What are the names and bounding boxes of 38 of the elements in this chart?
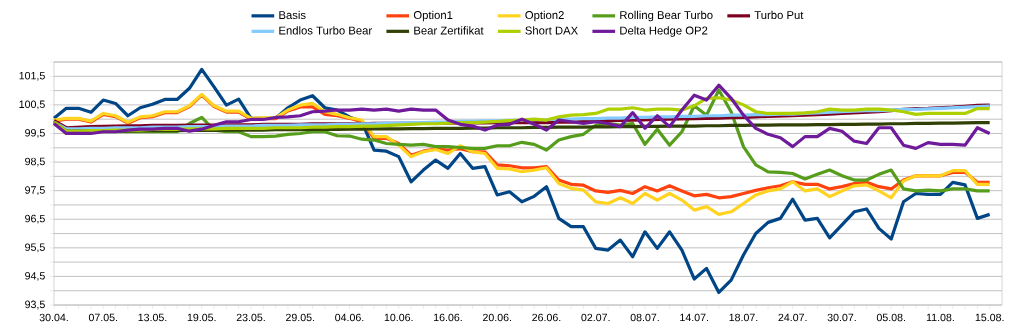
- x-tick-label: 30.07.: [827, 313, 856, 322]
- y-tick-label: 100,5: [19, 100, 45, 110]
- legend-label: Basis: [279, 10, 306, 20]
- legend-label: Turbo Put: [754, 10, 804, 20]
- x-tick-label: 24.07.: [778, 313, 807, 322]
- x-tick-label: 29.05.: [286, 313, 315, 322]
- x-tick-label: 07.05.: [88, 313, 118, 322]
- x-tick-label: 05.08.: [876, 313, 905, 322]
- legend-label: Rolling Bear Turbo: [620, 10, 713, 22]
- legend-label: Bear Zertifikat: [414, 26, 484, 35]
- x-tick-label: 10.06.: [384, 313, 413, 322]
- x-tick-label: 13.05.: [138, 313, 167, 322]
- y-tick-label: 97,5: [25, 186, 45, 196]
- x-tick-label: 19.05.: [187, 313, 216, 322]
- y-tick-label: 96,5: [25, 214, 45, 224]
- y-tick-label: 101,5: [19, 71, 45, 81]
- y-tick-label: 99,5: [25, 129, 45, 138]
- x-tick-label: 04.06.: [335, 313, 364, 322]
- x-tick-label: 20.06.: [482, 313, 512, 322]
- legend-label: Delta Hedge OP2: [620, 26, 708, 37]
- x-tick-label: 16.06.: [434, 313, 462, 322]
- x-tick-label: 26.06.: [532, 313, 561, 322]
- y-tick-label: 98,5: [25, 157, 45, 167]
- legend-label: Option2: [525, 10, 564, 22]
- x-tick-label: 08.07.: [630, 313, 659, 322]
- x-tick-label: 23.05.: [236, 313, 265, 322]
- x-tick-label: 30.04.: [39, 313, 68, 322]
- x-tick-label: 11.08.: [926, 313, 954, 322]
- y-tick-label: 95,5: [25, 243, 45, 253]
- x-tick-label: 14.07.: [680, 313, 709, 322]
- y-tick-label: 94,5: [25, 272, 45, 281]
- legend-label: Endlos Turbo Bear: [279, 26, 372, 35]
- x-tick-label: 18.07.: [729, 313, 758, 322]
- legend-label: Short DAX: [525, 26, 578, 35]
- y-tick-label: 93,5: [25, 300, 45, 310]
- x-tick-label: 02.07.: [581, 313, 610, 322]
- legend-label: Option1: [413, 10, 453, 22]
- x-tick-label: 15.08.: [975, 313, 1004, 322]
